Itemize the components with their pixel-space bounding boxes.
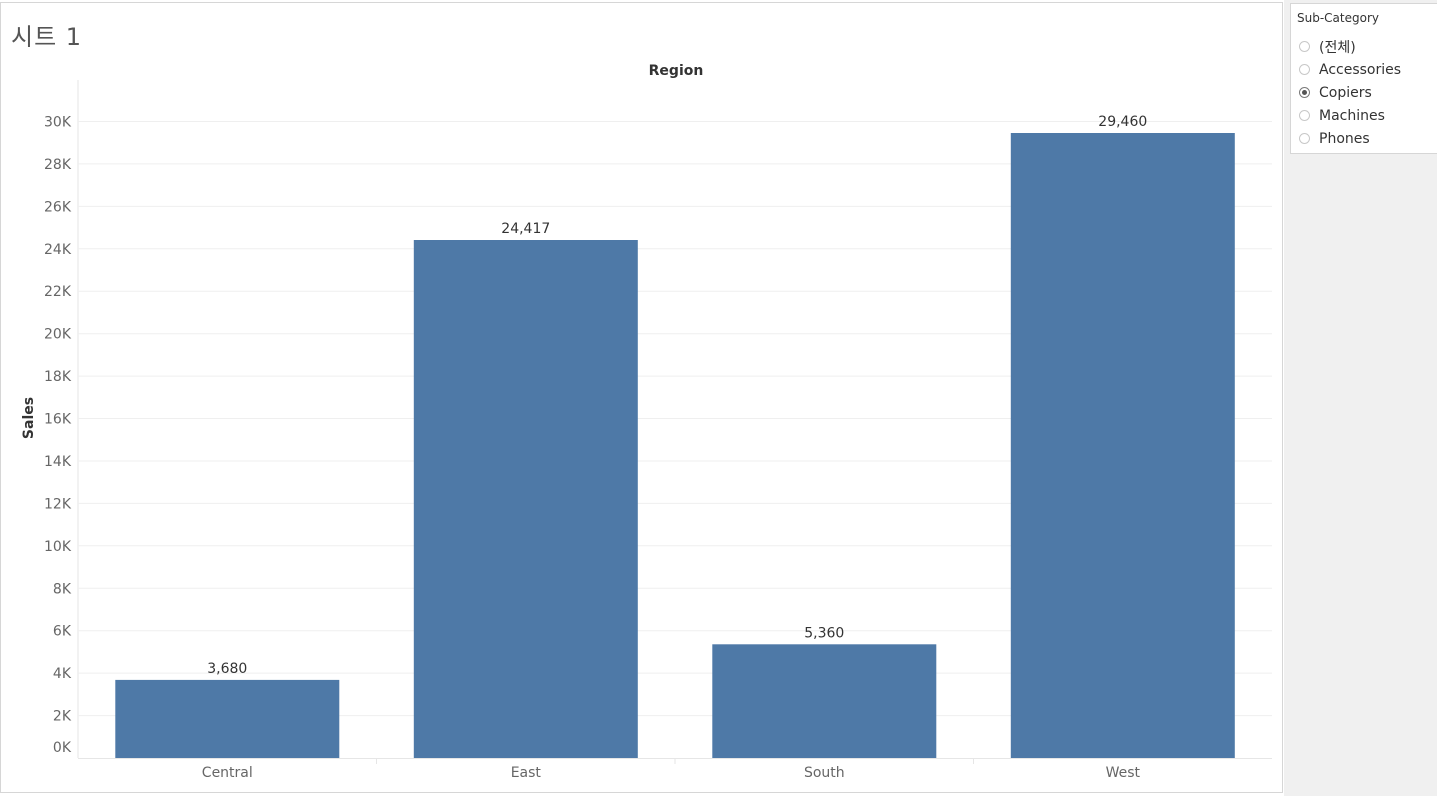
filter-option-label: Machines [1319, 107, 1385, 124]
filter-option-label: Accessories [1319, 61, 1402, 78]
radio-unchecked-icon[interactable] [1299, 133, 1310, 144]
x-tick-label: South [804, 765, 845, 781]
filter-option[interactable]: Copiers [1291, 81, 1437, 104]
bar[interactable] [115, 679, 340, 758]
filter-option[interactable]: Accessories [1291, 58, 1437, 81]
filter-option[interactable]: Phones [1291, 127, 1437, 150]
sub-category-filter: Sub-Category (전체) Accessories Copiers Machi… [1290, 3, 1437, 154]
bar[interactable] [413, 240, 638, 758]
chart-title: Region [649, 63, 704, 79]
x-tick-label: West [1106, 765, 1141, 781]
y-tick-label: 0K [53, 740, 72, 756]
bar[interactable] [712, 644, 937, 758]
filter-option-label: (전체) [1319, 39, 1356, 56]
filter-title: Sub-Category [1297, 11, 1379, 25]
bar-value-label: 24,417 [501, 221, 550, 237]
radio-unchecked-icon[interactable] [1299, 41, 1310, 52]
y-axis-ticks: 0K 2K 4K 6K 8K 10K 12K 14K 16K 18K 20K 22K 24K 26K 28K… [44, 115, 72, 757]
y-tick-label: 14K [44, 454, 72, 470]
y-axis-label: Sales [21, 397, 37, 439]
y-tick-label: 16K [44, 412, 72, 428]
filter-option[interactable]: Machines [1291, 104, 1437, 127]
filter-option-label: Copiers [1319, 84, 1372, 101]
y-tick-label: 22K [44, 284, 72, 300]
y-tick-label: 20K [44, 327, 72, 343]
y-tick-label: 18K [44, 369, 72, 385]
x-axis-ticks: Central East South West [202, 758, 1141, 781]
bar-value-label: 29,460 [1098, 114, 1147, 130]
filter-option[interactable]: (전체) [1291, 35, 1437, 58]
y-tick-label: 8K [53, 581, 72, 597]
sheet-title: 시트 1 [11, 23, 83, 51]
radio-unchecked-icon[interactable] [1299, 110, 1310, 121]
bar-chart: Region Sales 0K 2K 4K 6K 8K 10K 12K 14K 16K 18K 20… [21, 63, 1272, 781]
filter-options: (전체) Accessories Copiers Machines Phones [1291, 35, 1437, 150]
y-tick-label: 26K [44, 199, 72, 215]
y-tick-label: 4K [53, 666, 72, 682]
y-tick-label: 28K [44, 157, 72, 173]
y-tick-label: 30K [44, 115, 72, 131]
bar-value-label: 3,680 [207, 661, 247, 677]
y-tick-label: 2K [53, 709, 72, 725]
bar-value-label: 5,360 [804, 625, 844, 641]
filter-option-label: Phones [1319, 130, 1370, 147]
radio-unchecked-icon[interactable] [1299, 64, 1310, 75]
y-tick-label: 24K [44, 242, 72, 258]
y-tick-label: 10K [44, 539, 72, 555]
y-tick-label: 6K [53, 624, 72, 640]
bar[interactable] [1010, 133, 1235, 758]
x-tick-label: Central [202, 765, 253, 781]
x-tick-label: East [511, 765, 542, 781]
bars: 3,680 24,417 5,360 29,460 [115, 114, 1235, 758]
y-tick-label: 12K [44, 496, 72, 512]
radio-checked-icon[interactable] [1299, 87, 1310, 98]
